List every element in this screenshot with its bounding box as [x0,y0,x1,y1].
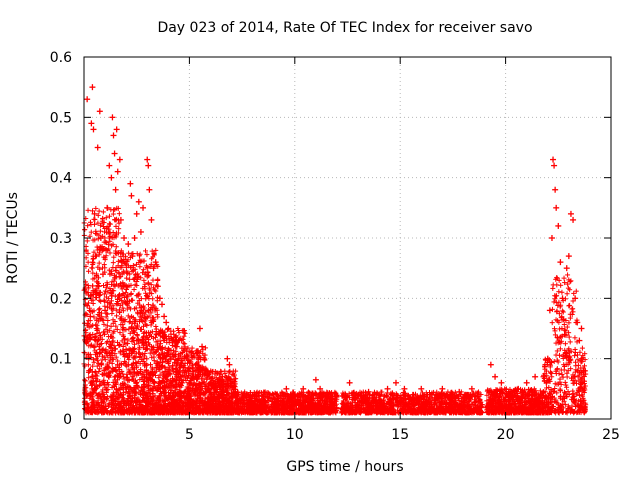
dense-point [145,302,151,308]
dense-point [148,261,154,267]
dense-point [101,297,107,303]
dense-point [123,327,129,333]
dense-point-cloud [81,205,589,416]
dense-point [108,298,114,304]
dense-point [127,330,133,336]
dense-point [113,223,119,229]
dense-point [103,215,109,221]
dense-point [101,291,107,297]
dense-point [109,311,115,317]
dense-point [86,375,92,381]
dense-point [91,249,97,255]
grid-layer [84,57,611,419]
dense-point [108,323,114,329]
